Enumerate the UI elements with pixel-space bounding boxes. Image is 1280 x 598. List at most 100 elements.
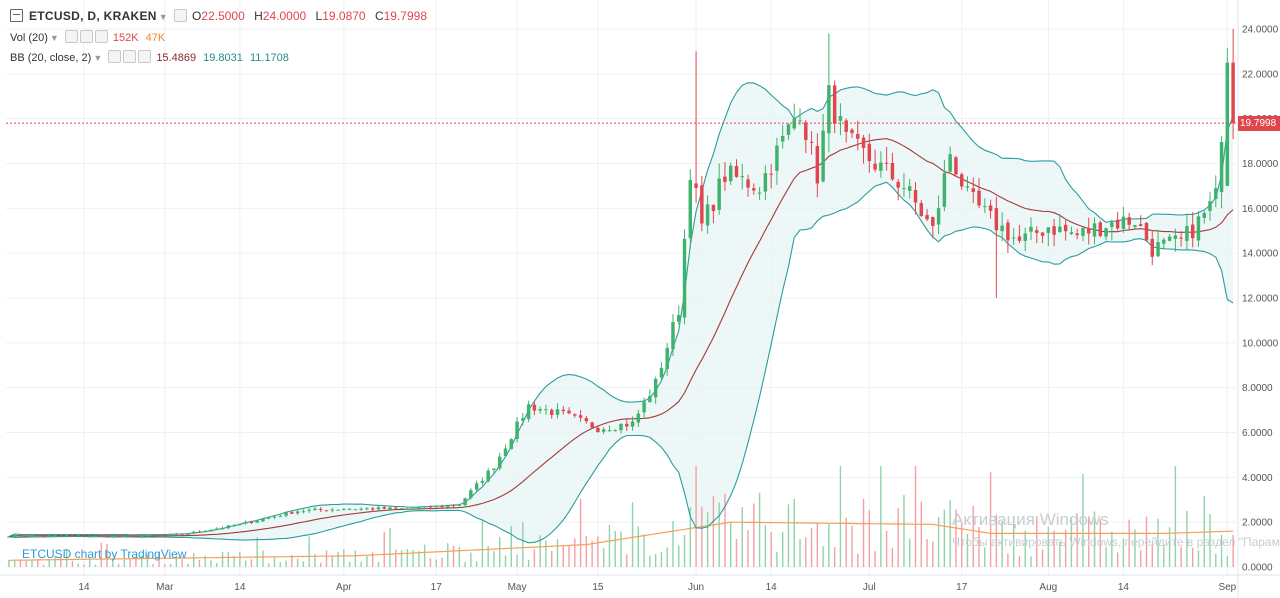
symbol-legend: ETCUSD, D, KRAKEN ▼ O22.5000 H24.0000 L19… bbox=[10, 9, 427, 23]
candle-body bbox=[313, 508, 317, 511]
candle-body bbox=[994, 208, 999, 231]
candle-body bbox=[827, 85, 831, 134]
eye-icon[interactable] bbox=[108, 50, 122, 63]
volume-bar bbox=[100, 542, 102, 567]
candle-body bbox=[775, 145, 779, 171]
volume-bar bbox=[291, 554, 293, 567]
volume-bar bbox=[660, 552, 663, 567]
candle-body bbox=[971, 188, 975, 192]
volume-bar bbox=[141, 555, 143, 567]
volume-bar bbox=[516, 555, 518, 567]
candle-body bbox=[272, 516, 277, 518]
volume-bar bbox=[857, 553, 859, 567]
candle-body bbox=[215, 528, 219, 530]
x-tick-label: 14 bbox=[766, 582, 778, 593]
open-label: O bbox=[192, 9, 202, 23]
close-icon[interactable] bbox=[138, 50, 152, 63]
candle-body bbox=[1133, 225, 1137, 227]
candle-body bbox=[434, 505, 438, 508]
candle-body bbox=[613, 429, 617, 431]
volume-bar bbox=[758, 492, 761, 567]
volume-bar bbox=[753, 503, 755, 567]
last-price-tag: 19.7998 bbox=[1238, 116, 1280, 131]
volume-bar bbox=[1053, 530, 1055, 567]
volume-bar bbox=[123, 559, 126, 567]
chevron-down-icon[interactable]: ▼ bbox=[49, 33, 59, 43]
volume-bar bbox=[891, 547, 894, 567]
volume-bar bbox=[1012, 517, 1015, 567]
volume-bar bbox=[371, 552, 374, 567]
candle-body bbox=[82, 535, 86, 537]
candle-body bbox=[53, 535, 57, 537]
volume-bar bbox=[343, 548, 345, 567]
gear-icon[interactable] bbox=[79, 30, 93, 43]
candle-body bbox=[1202, 212, 1206, 218]
volume-bar bbox=[198, 559, 201, 567]
candle-body bbox=[1092, 223, 1097, 237]
candle-body bbox=[677, 315, 681, 322]
candle-body bbox=[428, 506, 433, 508]
volume-bar bbox=[989, 472, 992, 567]
candle-body bbox=[942, 173, 947, 207]
close-icon[interactable] bbox=[94, 30, 108, 43]
volume-bar bbox=[689, 506, 691, 567]
volume-bar bbox=[1140, 550, 1142, 567]
candle-body bbox=[630, 421, 635, 427]
volume-bar bbox=[1232, 534, 1234, 567]
x-tick-label: Jul bbox=[863, 582, 876, 593]
candle-body bbox=[861, 137, 866, 148]
eye-icon[interactable] bbox=[64, 30, 78, 43]
candle-body bbox=[700, 185, 704, 224]
volume-bar bbox=[360, 561, 362, 567]
chevron-down-icon[interactable]: ▼ bbox=[158, 12, 168, 22]
volume-bar bbox=[296, 558, 299, 567]
volume-bar bbox=[175, 555, 178, 567]
candle-body bbox=[873, 163, 877, 170]
volume-bar bbox=[955, 509, 957, 567]
volume-bar bbox=[793, 498, 795, 567]
candle-body bbox=[1075, 233, 1079, 236]
high-value: 24.0000 bbox=[262, 9, 307, 23]
volume-bar bbox=[470, 552, 472, 567]
watermark-title: Активация Windows bbox=[952, 510, 1109, 529]
chevron-down-icon[interactable]: ▼ bbox=[93, 53, 103, 63]
candle-body bbox=[821, 130, 825, 182]
menu-icon[interactable] bbox=[10, 9, 23, 22]
volume-bar bbox=[556, 539, 559, 567]
volume-bar bbox=[1105, 547, 1107, 567]
x-tick-label: Aug bbox=[1039, 582, 1057, 593]
tradingview-brand-link[interactable]: ETCUSD chart by TradingView bbox=[22, 547, 187, 561]
vol-label: Vol (20) bbox=[10, 32, 48, 44]
candle-body bbox=[388, 507, 392, 510]
volume-bar bbox=[285, 560, 287, 567]
candle-body bbox=[902, 188, 906, 190]
candle-body bbox=[116, 536, 121, 538]
volume-bar bbox=[187, 563, 189, 567]
candle-body bbox=[417, 507, 421, 510]
volume-bar bbox=[626, 554, 628, 567]
volume-bar bbox=[429, 558, 432, 567]
volume-bar bbox=[799, 539, 801, 567]
candle-body bbox=[584, 418, 589, 422]
candle-body bbox=[769, 173, 773, 175]
candle-body bbox=[249, 521, 254, 523]
volume-bar bbox=[499, 537, 501, 567]
candle-body bbox=[1046, 227, 1051, 233]
y-tick-label: 22.0000 bbox=[1242, 69, 1279, 80]
volume-bar bbox=[54, 556, 56, 567]
volume-bar bbox=[966, 533, 969, 567]
volume-bar bbox=[395, 549, 397, 567]
volume-bar bbox=[227, 551, 230, 567]
candle-body bbox=[549, 409, 554, 415]
candle-body bbox=[965, 186, 970, 188]
volume-bar bbox=[585, 536, 588, 567]
candle-body bbox=[174, 533, 179, 535]
volume-bar bbox=[510, 525, 512, 567]
gear-icon[interactable] bbox=[123, 50, 137, 63]
settings-icon[interactable] bbox=[173, 9, 187, 22]
candle-body bbox=[261, 518, 265, 522]
volume-bar bbox=[885, 530, 888, 567]
y-tick-label: 6.0000 bbox=[1242, 428, 1273, 439]
candle-body bbox=[509, 439, 514, 450]
